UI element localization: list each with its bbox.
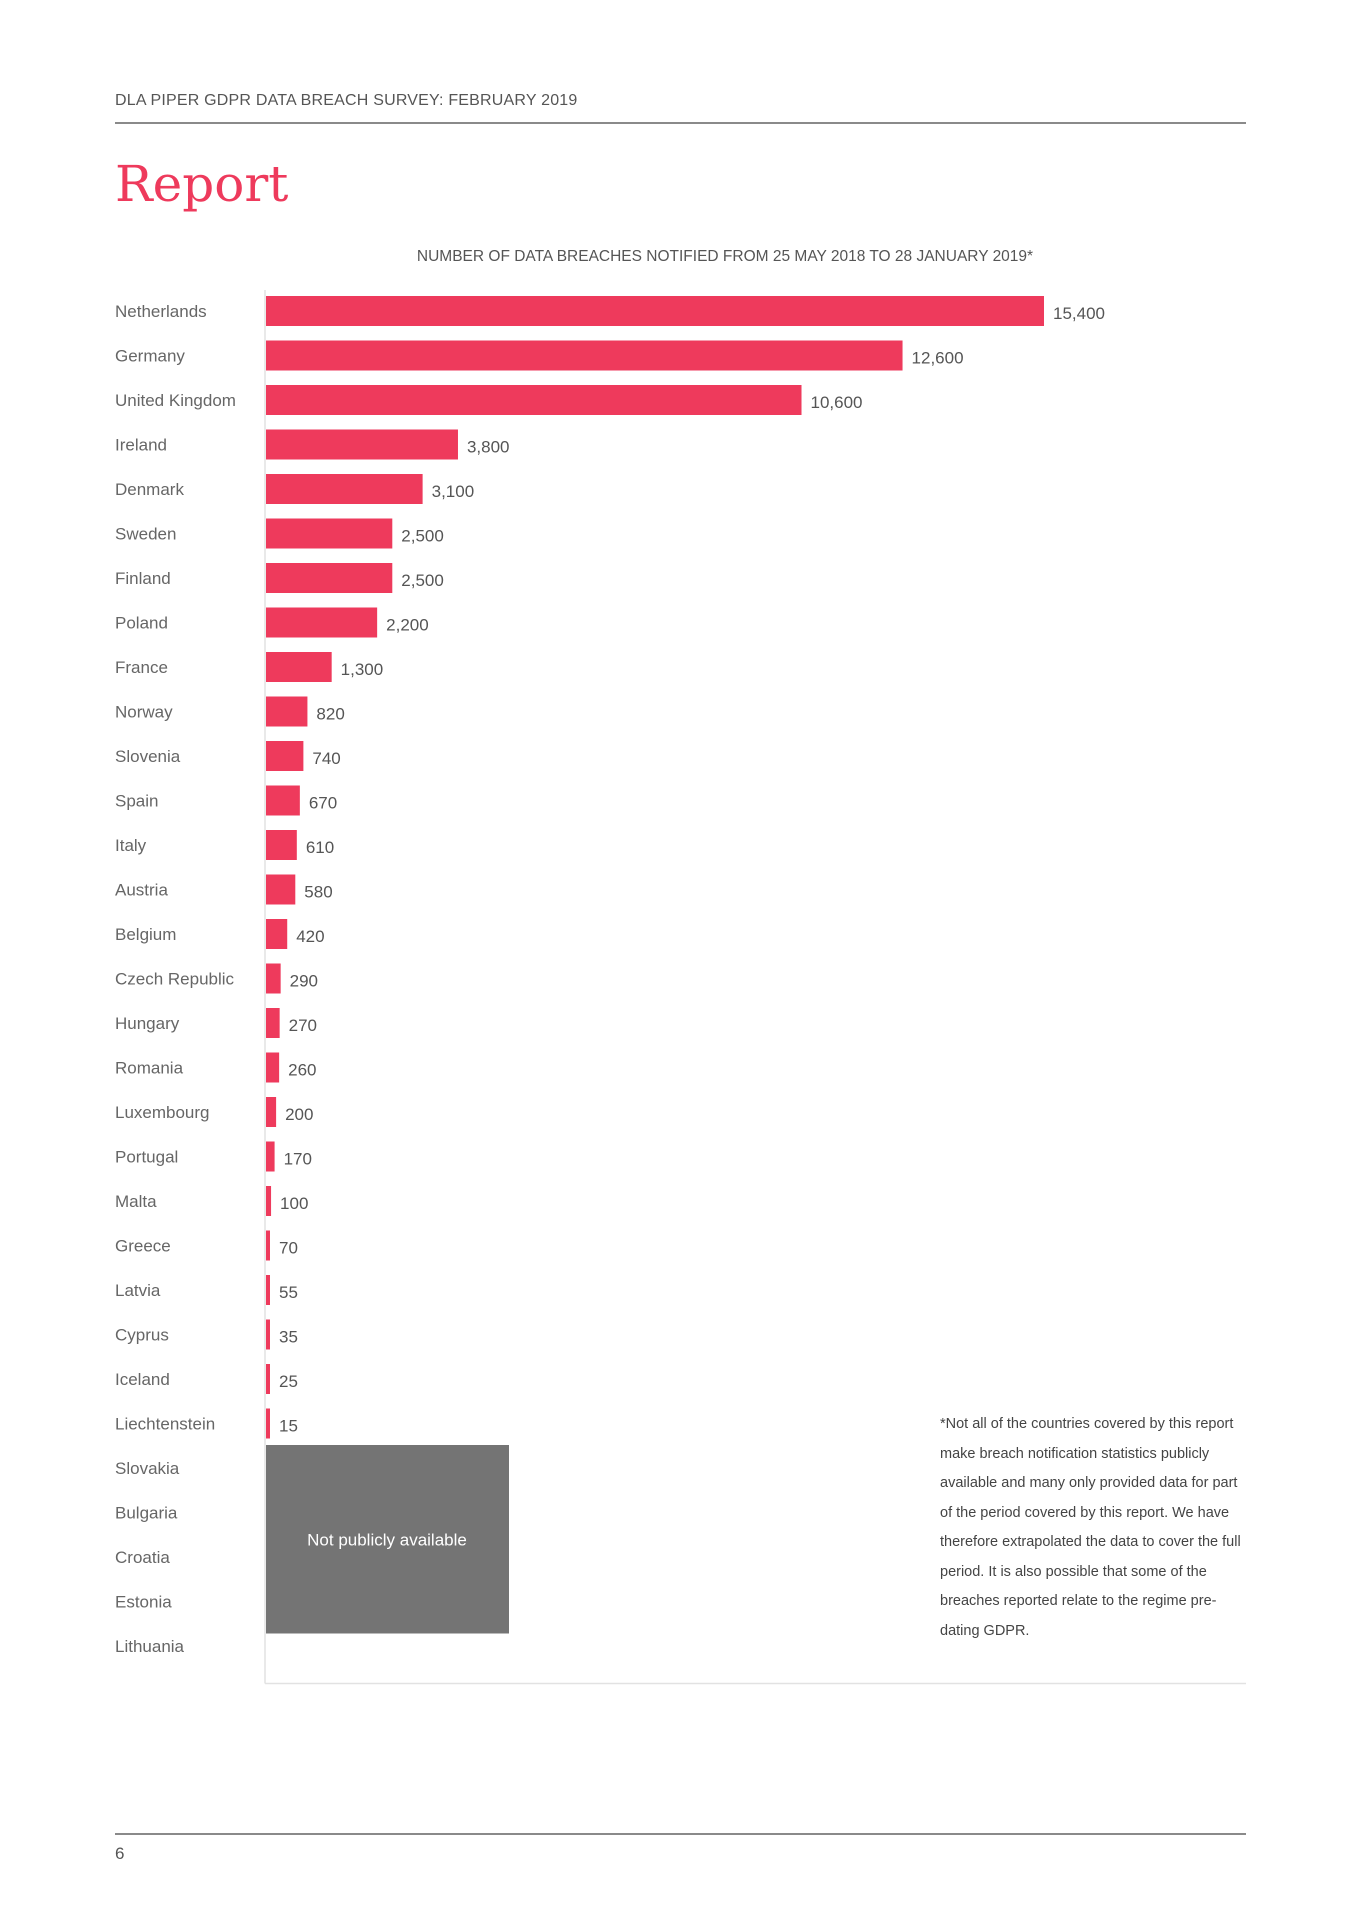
value-label: 170 xyxy=(284,1150,312,1169)
bar xyxy=(266,652,332,682)
value-label: 820 xyxy=(316,705,344,724)
bar xyxy=(266,1186,272,1216)
bar xyxy=(266,963,281,994)
value-label: 15 xyxy=(279,1417,298,1436)
category-label: Romania xyxy=(115,1059,184,1078)
category-label: Hungary xyxy=(115,1014,180,1033)
category-label: Italy xyxy=(115,836,147,855)
bar xyxy=(266,1052,280,1083)
bar xyxy=(266,830,297,860)
bar xyxy=(266,296,1044,326)
bar xyxy=(266,874,296,905)
category-label: Greece xyxy=(115,1237,171,1256)
category-label: Netherlands xyxy=(115,302,207,321)
bar xyxy=(266,1141,275,1172)
value-label: 1,300 xyxy=(341,660,384,679)
bar xyxy=(266,1319,270,1350)
value-label: 2,500 xyxy=(401,571,444,590)
bar xyxy=(266,1097,277,1127)
value-label: 420 xyxy=(296,927,324,946)
value-label: 740 xyxy=(312,749,340,768)
bar xyxy=(266,1275,270,1305)
value-label: 290 xyxy=(290,972,318,991)
category-label: Ireland xyxy=(115,436,167,455)
category-label-not-available: Bulgaria xyxy=(115,1504,178,1523)
value-label: 70 xyxy=(279,1239,298,1258)
value-label: 610 xyxy=(306,838,334,857)
category-label-not-available: Croatia xyxy=(115,1548,170,1567)
value-label: 200 xyxy=(285,1105,313,1124)
category-label: Portugal xyxy=(115,1148,178,1167)
bar xyxy=(266,607,378,638)
bar xyxy=(266,1408,270,1439)
value-label: 2,500 xyxy=(401,527,444,546)
category-label: United Kingdom xyxy=(115,391,236,410)
bar xyxy=(266,696,308,727)
category-label: France xyxy=(115,658,168,677)
category-label: Norway xyxy=(115,703,173,722)
bar xyxy=(266,785,300,816)
bar xyxy=(266,385,802,415)
not-available-label: Not publicly available xyxy=(307,1530,467,1549)
page-number: 6 xyxy=(115,1844,125,1863)
category-label: Slovenia xyxy=(115,747,181,766)
value-label: 2,200 xyxy=(386,616,429,635)
bar xyxy=(266,1008,280,1038)
bar xyxy=(266,340,903,371)
category-label-not-available: Slovakia xyxy=(115,1459,180,1478)
value-label: 15,400 xyxy=(1053,304,1105,323)
value-label: 670 xyxy=(309,794,337,813)
page-title: Report xyxy=(115,155,289,213)
category-label: Poland xyxy=(115,614,168,633)
value-label: 3,800 xyxy=(467,438,510,457)
category-label: Finland xyxy=(115,569,171,588)
bar xyxy=(266,1364,270,1394)
chart-title: NUMBER OF DATA BREACHES NOTIFIED FROM 25… xyxy=(416,248,1034,265)
category-label: Cyprus xyxy=(115,1326,169,1345)
bar xyxy=(266,563,393,593)
header-divider xyxy=(115,122,1246,124)
value-label: 100 xyxy=(280,1194,308,1213)
category-label: Liechtenstein xyxy=(115,1415,215,1434)
value-label: 25 xyxy=(279,1372,298,1391)
bar xyxy=(266,474,423,504)
category-label-not-available: Estonia xyxy=(115,1593,172,1612)
bar xyxy=(266,518,393,549)
report-header: DLA PIPER GDPR DATA BREACH SURVEY: FEBRU… xyxy=(115,92,578,109)
value-label: 55 xyxy=(279,1283,298,1302)
category-label-not-available: Lithuania xyxy=(115,1637,185,1656)
category-label: Iceland xyxy=(115,1370,170,1389)
value-label: 580 xyxy=(304,883,332,902)
footer-divider xyxy=(115,1833,1246,1835)
category-label: Belgium xyxy=(115,925,176,944)
bar xyxy=(266,919,288,949)
category-label: Sweden xyxy=(115,525,176,544)
category-label: Luxembourg xyxy=(115,1103,210,1122)
bar xyxy=(266,429,458,460)
category-label: Malta xyxy=(115,1192,157,1211)
category-label: Czech Republic xyxy=(115,970,235,989)
value-label: 260 xyxy=(288,1061,316,1080)
category-label: Austria xyxy=(115,881,168,900)
bar xyxy=(266,1230,270,1261)
value-label: 3,100 xyxy=(432,482,475,501)
category-label: Spain xyxy=(115,792,158,811)
value-label: 10,600 xyxy=(811,393,863,412)
value-label: 12,600 xyxy=(912,349,964,368)
bar xyxy=(266,741,304,771)
category-label: Denmark xyxy=(115,480,184,499)
value-label: 270 xyxy=(289,1016,317,1035)
value-label: 35 xyxy=(279,1328,298,1347)
category-label: Germany xyxy=(115,347,185,366)
not-available-box xyxy=(266,1445,509,1634)
chart-footnote: *Not all of the countries covered by thi… xyxy=(940,1416,1241,1639)
category-label: Latvia xyxy=(115,1281,161,1300)
